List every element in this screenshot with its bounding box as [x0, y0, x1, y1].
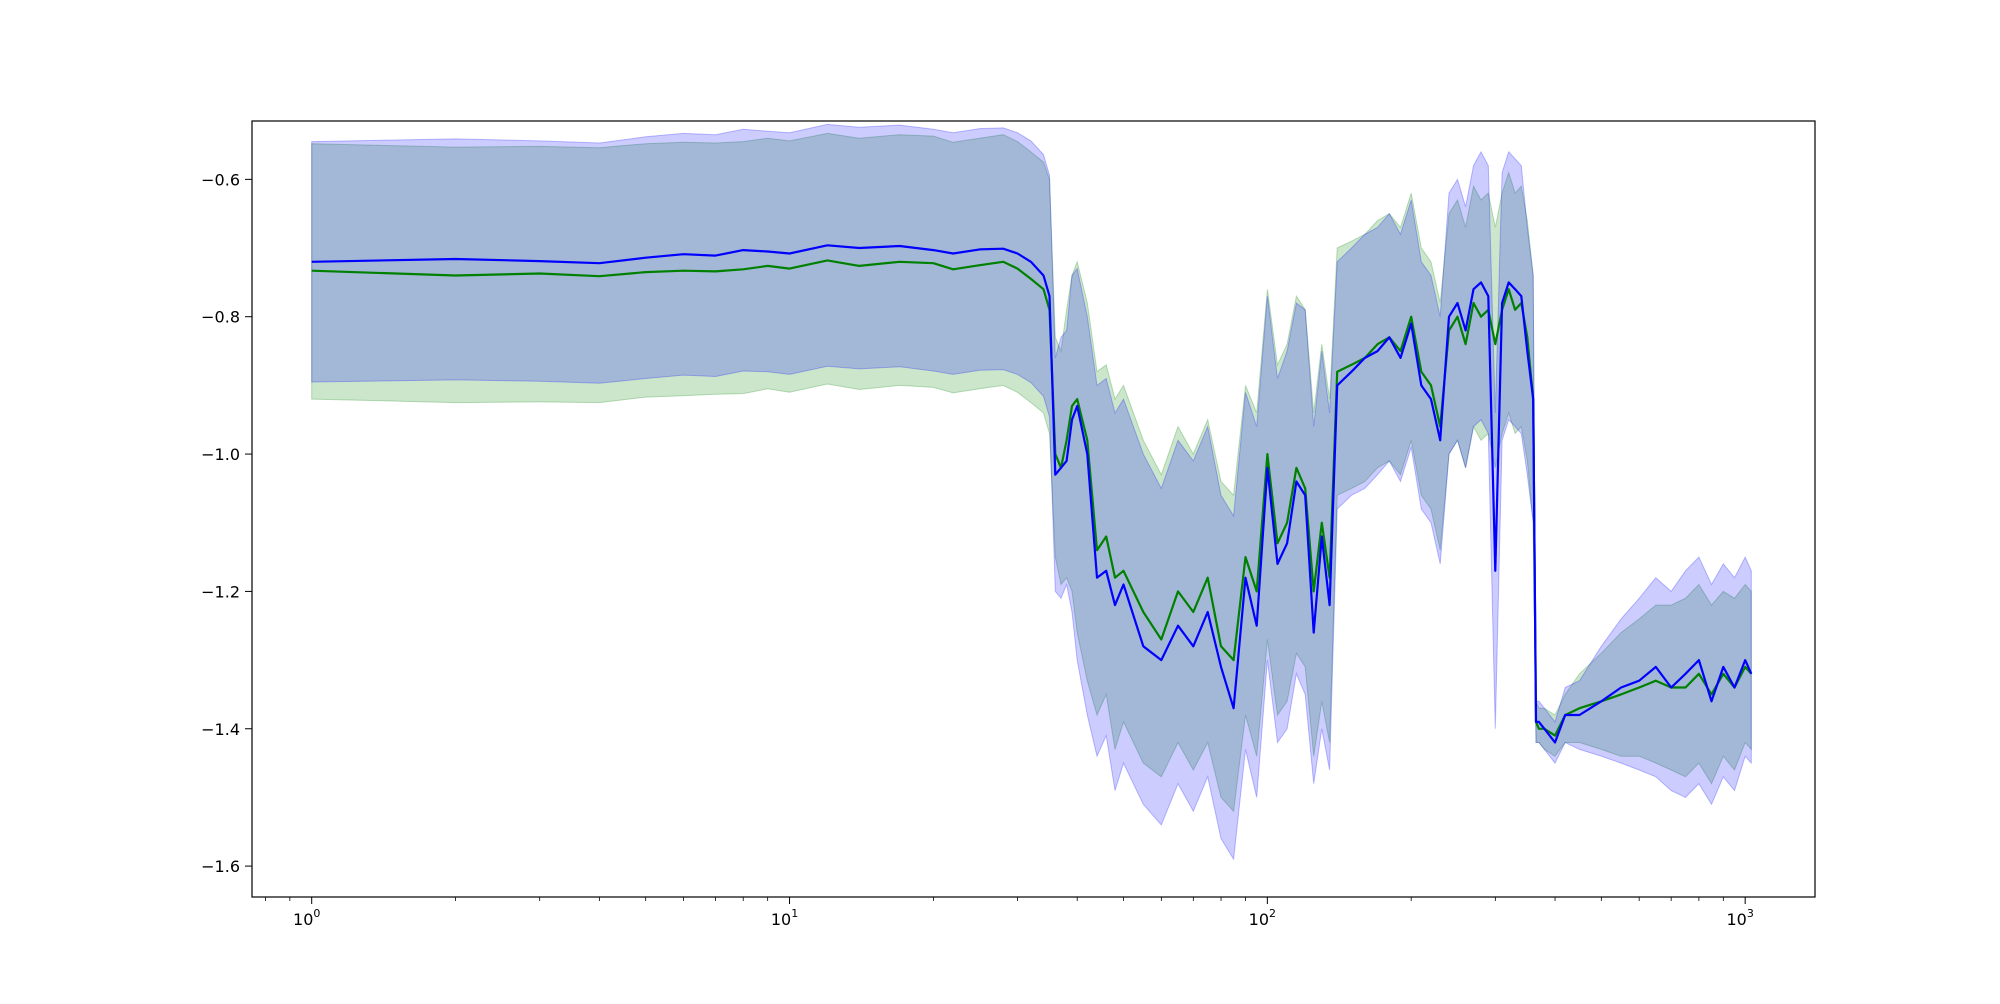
y-tick-label: −0.8: [201, 308, 240, 327]
y-tick-label: −1.4: [201, 720, 240, 739]
series-2-band: [311, 123, 1752, 861]
series-1-band: [311, 132, 1752, 813]
y-tick-label: −1.2: [201, 582, 240, 601]
series-2-line: [311, 244, 1753, 744]
y-tick-label: −1.0: [201, 445, 240, 464]
series-lines: [311, 244, 1753, 744]
y-tick-label: −1.6: [201, 857, 240, 876]
y-tick-label: −0.6: [201, 170, 240, 189]
plot-area-frame: [251, 120, 1816, 898]
series-1-line: [311, 259, 1753, 737]
y-axis: −0.6 −0.8 −1.0 −1.2 −1.4 −1.6: [201, 170, 252, 876]
confidence-bands: [311, 123, 1752, 861]
